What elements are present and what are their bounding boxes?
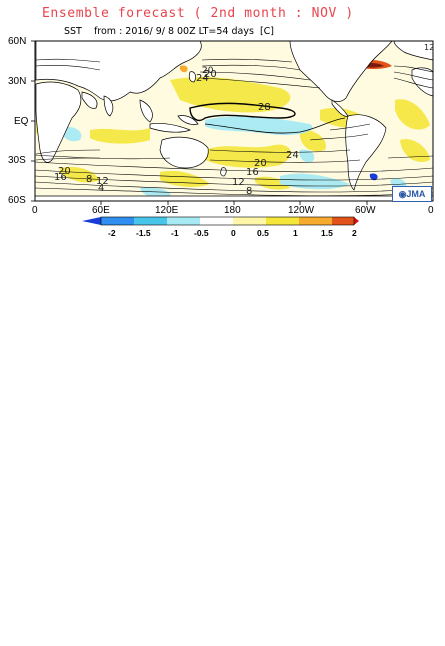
contour-labels: 20 24 28 24 20 16 12 8 20 16 8 12 4 20 1… (54, 43, 434, 197)
figure-subtitle: SST from : 2016/ 9/ 8 00Z LT=54 days [C] (64, 26, 274, 37)
contour-label: 28 (258, 102, 271, 113)
equatorial-contour (204, 117, 346, 134)
colorbar-label: 2 (352, 228, 357, 238)
colorbar-segment (167, 217, 200, 225)
contour-label: 12 (424, 43, 434, 52)
colorbar (82, 216, 359, 226)
lon-label-120w: 120W (288, 205, 315, 216)
lat-label-30n: 30N (8, 76, 27, 87)
lat-label-eq: EQ (14, 116, 29, 127)
jma-logo: ◉JMA (392, 186, 432, 202)
lon-label-60e: 60E (92, 205, 110, 216)
colorbar-label: -1 (171, 228, 179, 238)
contour-label: 24 (286, 150, 299, 161)
lat-label-60s: 60S (8, 195, 26, 206)
contour-label: 8 (86, 174, 92, 185)
globe-icon: ◉ (398, 189, 407, 199)
colorbar-outline (100, 216, 355, 226)
lat-label-60n: 60N (8, 36, 27, 47)
contour-label: 12 (96, 176, 109, 187)
contour-label: 20 (204, 69, 217, 80)
colorbar-label: 0.5 (257, 228, 269, 238)
colorbar-label: -2 (108, 228, 116, 238)
colorbar-segment (266, 217, 299, 225)
contour-label: 4 (98, 183, 104, 194)
contour-label: 16 (54, 172, 67, 183)
axis-ticks (31, 40, 368, 205)
colorbar-segment (101, 217, 134, 225)
lon-label-180: 180 (224, 205, 241, 216)
colorbar-segment (233, 217, 266, 225)
colorbar-segment (354, 217, 359, 225)
contour-label: 16 (246, 167, 259, 178)
lon-label-120e: 120E (155, 205, 179, 216)
warm-pool-28c-contour (189, 102, 296, 122)
colorbar-label: 1.5 (321, 228, 333, 238)
colorbar-label: 0 (231, 228, 236, 238)
jma-logo-text: JMA (406, 189, 426, 199)
lon-label-0-left: 0 (32, 205, 38, 216)
contour-label: 8 (246, 186, 252, 197)
continents (35, 41, 433, 201)
colorbar-segment (332, 217, 354, 225)
sst-map-plot (35, 41, 433, 201)
negative-anomaly-shading (60, 116, 407, 199)
sst-contour-lines (35, 58, 433, 197)
contour-label: 20 (254, 158, 267, 169)
contour-label: 20 (202, 66, 214, 76)
colorbar-label: 1 (293, 228, 298, 238)
lat-label-30s: 30S (8, 155, 26, 166)
colorbar-segment (200, 217, 233, 225)
contour-label: 20 (58, 166, 71, 177)
colorbar-label: -1.5 (136, 228, 151, 238)
colorbar-segment (299, 217, 332, 225)
lon-label-60w: 60W (355, 205, 376, 216)
colorbar-segment (82, 217, 101, 225)
colorbar-segment (134, 217, 167, 225)
colorbar-label: -0.5 (194, 228, 209, 238)
contour-label: 12 (232, 177, 245, 188)
lon-label-0-right: 0 (428, 205, 434, 216)
figure-title: Ensemble forecast ( 2nd month : NOV ) (42, 6, 354, 21)
contour-label: 24 (196, 73, 209, 84)
